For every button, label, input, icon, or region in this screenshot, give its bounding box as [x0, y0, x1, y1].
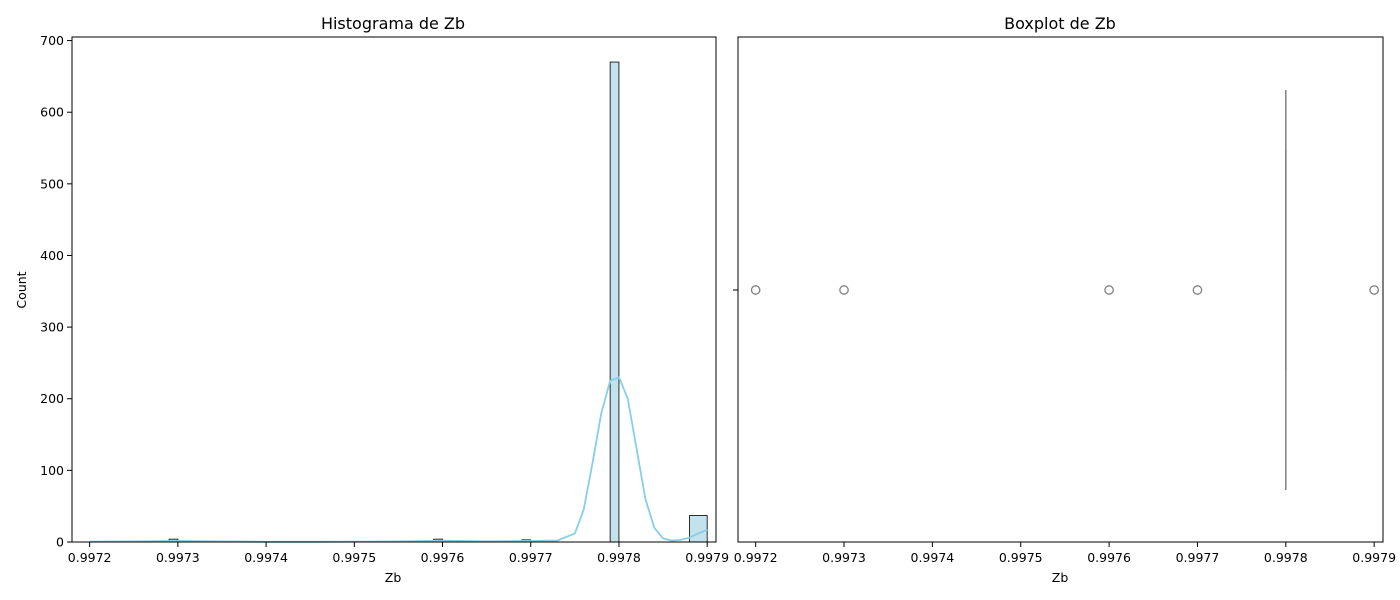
histogram-title: Histograma de Zb — [321, 14, 465, 33]
histogram-x-tick-label: 0.9975 — [332, 550, 376, 565]
histogram-y-tick-label: 0 — [56, 535, 64, 550]
boxplot-outliers — [750, 285, 1380, 295]
boxplot-outlier-point — [839, 285, 849, 295]
boxplot-title: Boxplot de Zb — [1004, 14, 1116, 33]
histogram-y-ticks: 0 100 200 300 400 500 600 700 — [40, 33, 72, 550]
histogram-x-axis-label: Zb — [385, 570, 402, 585]
histogram-x-ticks: 0.9972 0.9973 0.9974 0.9975 0.9976 0.9977 0.99… — [68, 542, 729, 565]
boxplot-x-tick-label: 0.9979 — [1352, 550, 1396, 565]
boxplot-x-tick-label: 0.9974 — [911, 550, 955, 565]
histogram-y-tick-label: 300 — [40, 320, 64, 335]
boxplot-x-axis-label: Zb — [1052, 570, 1069, 585]
histogram-bars — [168, 61, 708, 543]
histogram-y-tick-label: 700 — [40, 33, 64, 48]
histogram-x-tick-label: 0.9974 — [244, 550, 288, 565]
boxplot-x-tick-label: 0.9978 — [1264, 550, 1308, 565]
boxplot-x-tick-label: 0.9976 — [1087, 550, 1131, 565]
boxplot-x-tick-label: 0.9975 — [999, 550, 1043, 565]
histogram-x-tick-label: 0.9972 — [68, 550, 112, 565]
boxplot-outlier-point — [1369, 285, 1380, 295]
histogram-plot-frame — [71, 36, 717, 543]
histogram-y-tick-label: 100 — [40, 463, 64, 478]
histogram-y-tick-label: 400 — [40, 248, 64, 263]
histogram-y-tick-label: 600 — [40, 105, 64, 120]
boxplot-outlier-point — [1192, 285, 1203, 295]
histogram-y-tick-label: 200 — [40, 391, 64, 406]
histogram-y-tick-label: 500 — [40, 176, 64, 191]
histogram-y-axis-label: Count — [14, 271, 29, 308]
boxplot-outlier-point — [1104, 285, 1114, 295]
histogram-bar — [609, 61, 620, 543]
boxplot-x-tick-label: 0.9973 — [822, 550, 866, 565]
boxplot-x-ticks: 0.9972 0.9973 0.9974 0.9975 0.9976 0.9977 0.99… — [734, 542, 1396, 565]
boxplot-outlier-point — [750, 285, 761, 295]
histogram-x-tick-label: 0.9979 — [685, 550, 729, 565]
histogram-x-tick-label: 0.9976 — [421, 550, 465, 565]
histogram-x-tick-label: 0.9978 — [597, 550, 641, 565]
histogram-x-tick-label: 0.9973 — [156, 550, 200, 565]
boxplot-x-tick-label: 0.9977 — [1176, 550, 1220, 565]
histogram-x-tick-label: 0.9977 — [509, 550, 553, 565]
histogram-bar — [689, 515, 708, 543]
histogram-panel: Histograma de Zb 0.9972 0.9973 0.9974 0.997… — [14, 14, 729, 585]
boxplot-x-tick-label: 0.9972 — [734, 550, 778, 565]
boxplot-panel: Boxplot de Zb 0.9972 0.9973 0.9974 0.9975 0.… — [733, 14, 1396, 585]
